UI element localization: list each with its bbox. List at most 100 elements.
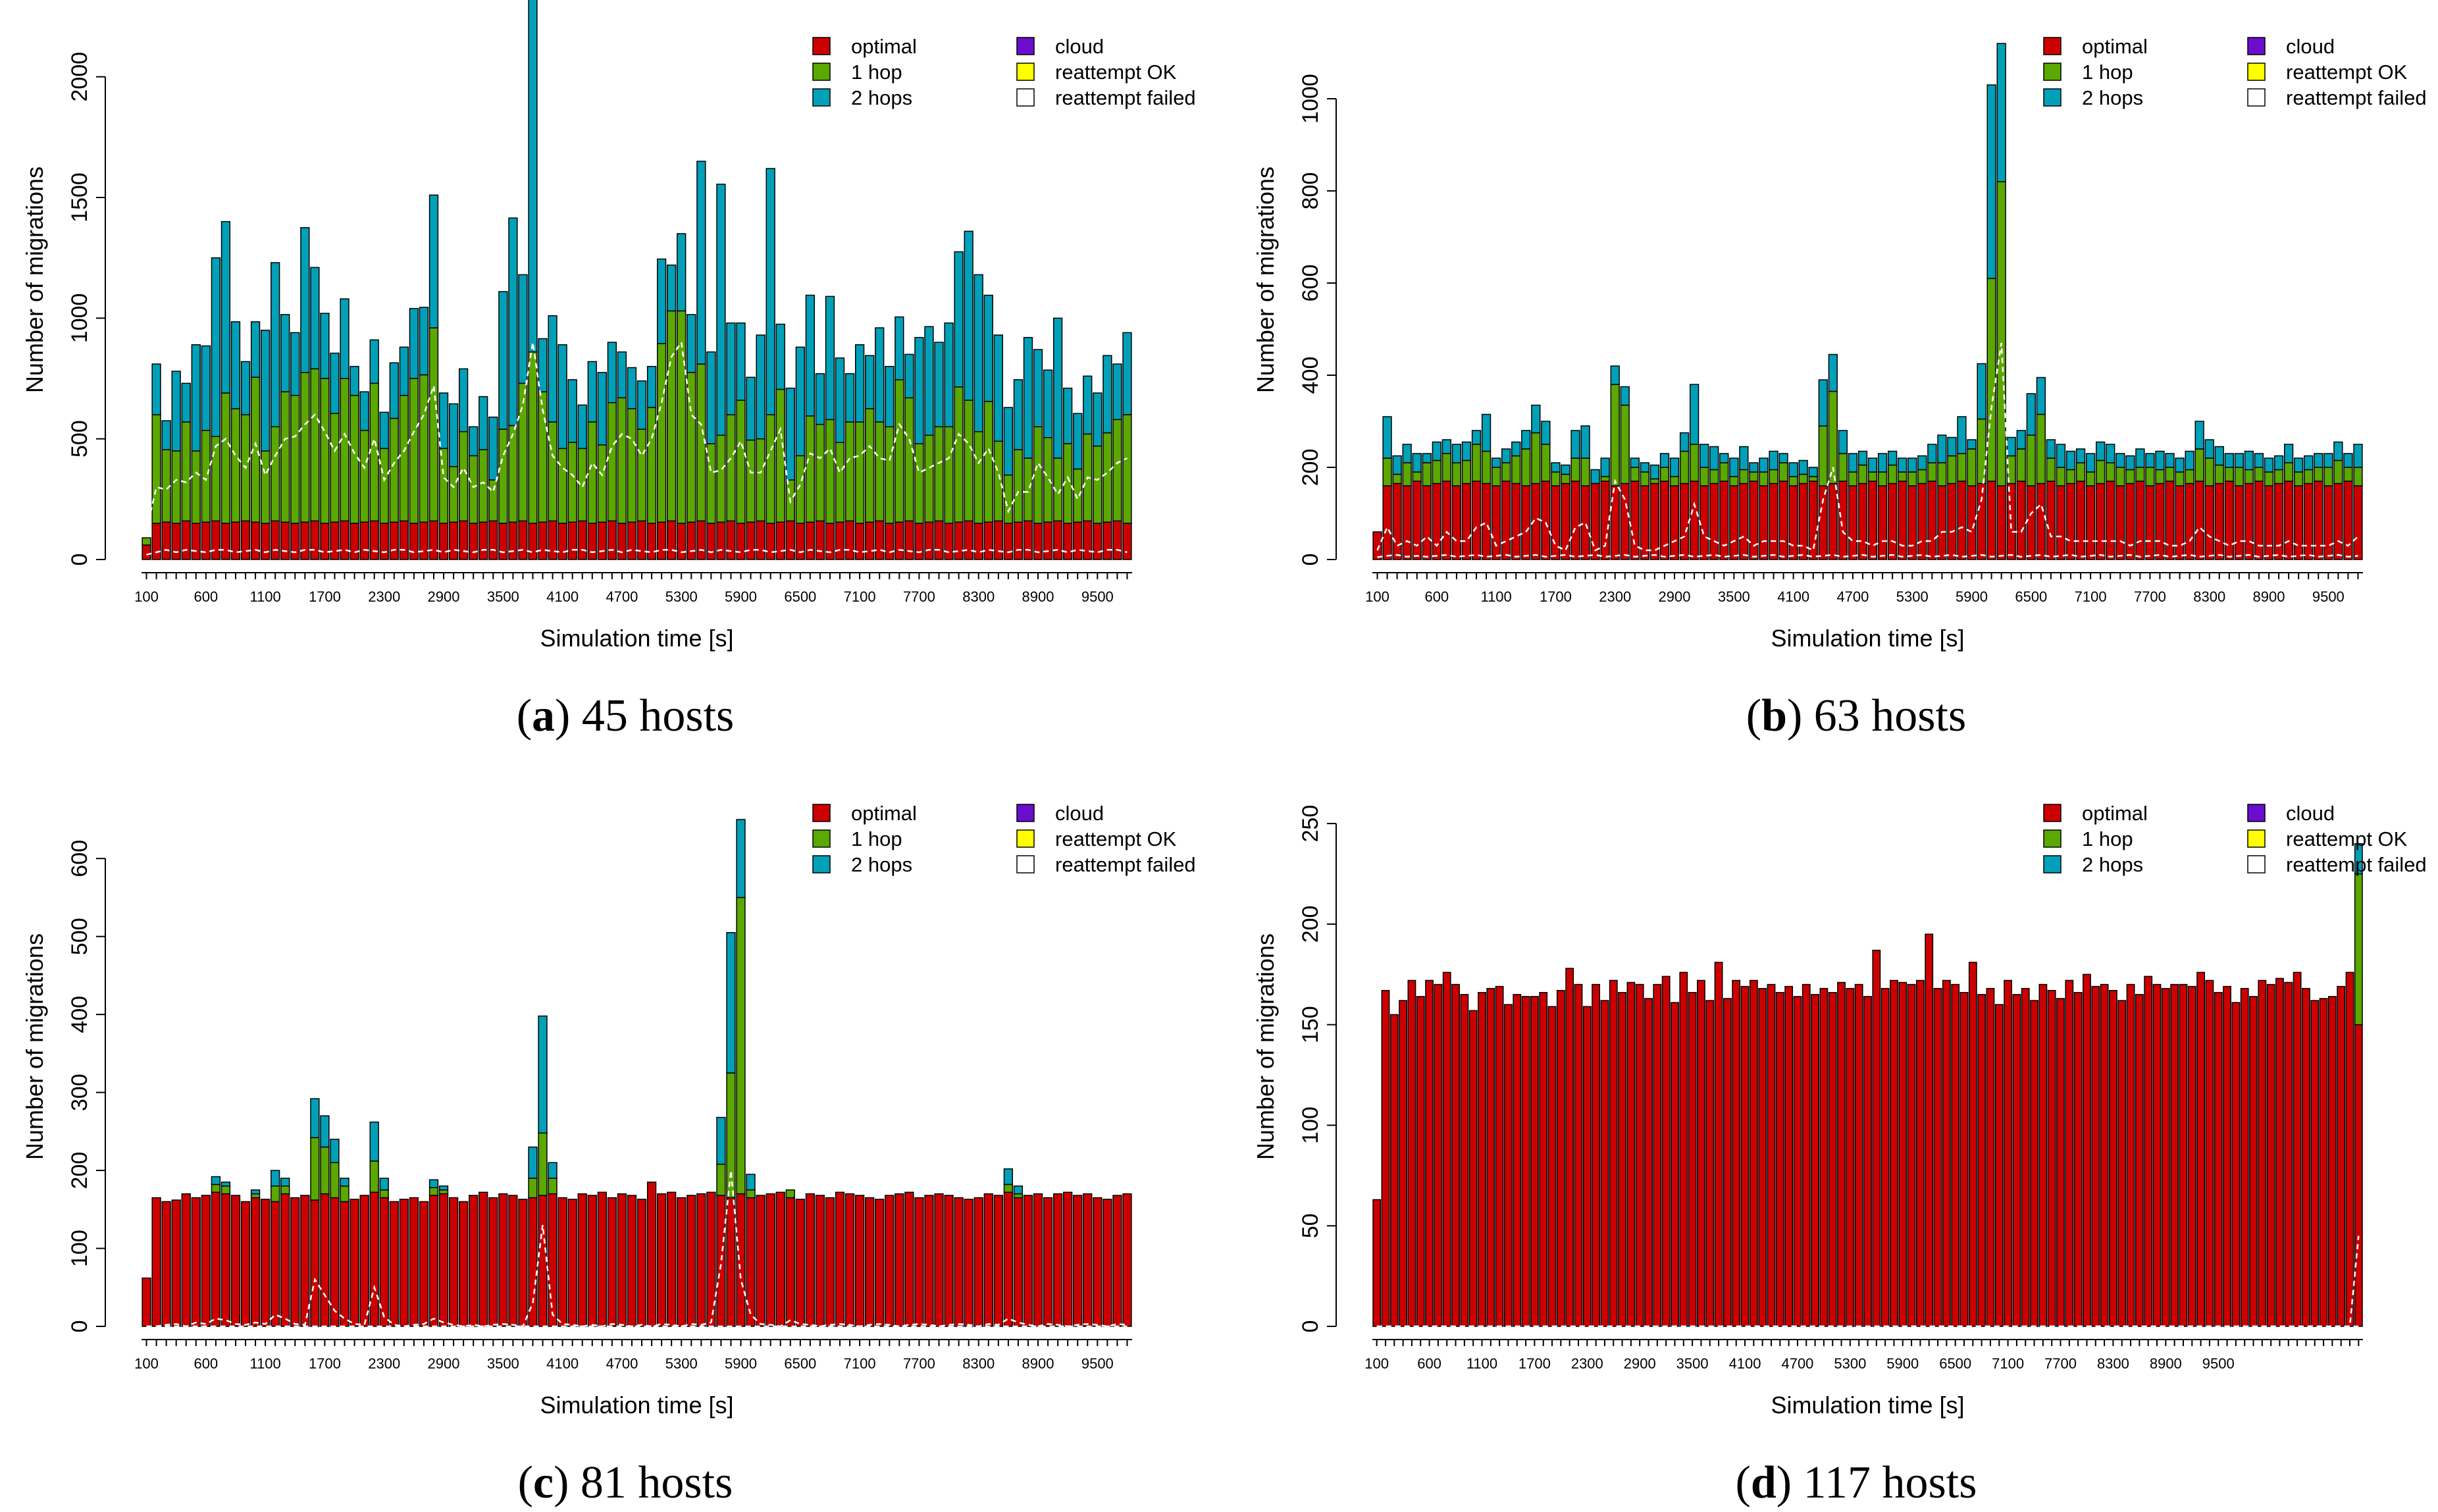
bar-one-hop xyxy=(399,394,409,522)
bar-optimal xyxy=(1513,994,1522,1327)
y-tick-label: 200 xyxy=(67,1152,92,1189)
bar-one-hop xyxy=(2304,469,2314,484)
bar-two-hops xyxy=(1013,379,1024,450)
bar-optimal xyxy=(2056,998,2065,1327)
bar-one-hop xyxy=(1679,450,1690,484)
bar-two-hops xyxy=(934,342,944,428)
legend-swatch-optimal xyxy=(812,37,831,55)
y-tick-label: 1500 xyxy=(67,172,92,222)
bar-optimal xyxy=(340,1201,350,1327)
bar-two-hops xyxy=(260,329,271,452)
bar-two-hops xyxy=(627,367,637,409)
bar-two-hops xyxy=(220,1182,231,1187)
bar-one-hop xyxy=(151,414,161,524)
bar-one-hop xyxy=(191,450,201,524)
y-axis-label: Number of migrations xyxy=(21,933,48,1160)
bar-optimal xyxy=(656,521,667,560)
bar-optimal xyxy=(1828,482,1838,560)
x-tick-label: 4700 xyxy=(1781,1355,1813,1372)
legend-label-cloud: cloud xyxy=(2286,802,2335,825)
bar-two-hops xyxy=(1402,444,1412,463)
bar-optimal xyxy=(2012,994,2021,1327)
bar-optimal xyxy=(191,523,201,560)
bar-optimal xyxy=(2047,989,2056,1327)
bar-one-hop xyxy=(2075,462,2086,482)
bar-optimal xyxy=(2264,485,2274,560)
bar-two-hops xyxy=(1749,462,1759,473)
bar-two-hops xyxy=(785,387,795,481)
bar-one-hop xyxy=(1561,473,1570,484)
bar-two-hops xyxy=(716,1116,726,1165)
bar-optimal xyxy=(954,1197,964,1327)
bar-optimal xyxy=(151,523,161,560)
x-tick-label: 100 xyxy=(1365,588,1389,605)
bar-two-hops xyxy=(746,1174,756,1191)
bar-optimal xyxy=(1102,521,1112,560)
bar-two-hops xyxy=(1709,446,1719,471)
bar-one-hop xyxy=(320,1146,330,1195)
bar-two-hops xyxy=(191,344,201,452)
bar-optimal xyxy=(1994,1004,2004,1327)
bar-two-hops xyxy=(1699,444,1709,468)
bar-optimal xyxy=(1083,1193,1093,1327)
bar-two-hops xyxy=(211,1176,221,1186)
bar-optimal xyxy=(1565,968,1574,1327)
bar-optimal xyxy=(1688,992,1697,1327)
bar-optimal xyxy=(508,521,518,560)
bar-optimal xyxy=(1890,979,1898,1327)
bar-optimal xyxy=(548,520,558,560)
bar-two-hops xyxy=(835,357,845,443)
bar-two-hops xyxy=(558,344,567,450)
bar-two-hops xyxy=(330,1138,340,1163)
bar-one-hop xyxy=(1620,404,1630,484)
x-tick-label: 1100 xyxy=(249,588,280,605)
bar-two-hops xyxy=(577,404,587,450)
bar-optimal xyxy=(359,1195,369,1327)
bar-optimal xyxy=(2283,481,2294,560)
x-tick-label: 9500 xyxy=(2312,588,2345,605)
bar-optimal xyxy=(2294,485,2304,560)
bar-one-hop xyxy=(438,448,449,524)
x-tick-label: 2900 xyxy=(428,588,460,605)
bar-optimal xyxy=(211,1191,221,1327)
legend-label-cloud: cloud xyxy=(2286,35,2335,58)
bar-one-hop xyxy=(2333,459,2343,484)
bar-one-hop xyxy=(1808,476,1818,482)
bar-one-hop xyxy=(181,421,191,522)
bar-one-hop xyxy=(2065,469,2076,484)
bar-two-hops xyxy=(2354,843,2363,875)
bar-optimal xyxy=(1610,485,1620,560)
bar-optimal xyxy=(399,520,409,560)
bar-optimal xyxy=(587,1195,597,1327)
bar-optimal xyxy=(1003,1191,1014,1327)
bar-optimal xyxy=(1705,1000,1715,1327)
bar-optimal xyxy=(2310,1000,2320,1327)
bar-optimal xyxy=(1530,996,1539,1327)
bar-optimal xyxy=(1093,523,1102,560)
bar-two-hops xyxy=(993,334,1003,442)
bar-two-hops xyxy=(1451,444,1462,463)
y-tick-label: 0 xyxy=(1298,1320,1323,1333)
bar-optimal xyxy=(558,523,567,560)
bar-one-hop xyxy=(1461,459,1472,484)
bar-two-hops xyxy=(895,316,904,380)
bar-one-hop xyxy=(1432,459,1441,484)
bar-one-hop xyxy=(2273,469,2284,484)
bar-two-hops xyxy=(1917,455,1927,471)
x-tick-label: 8300 xyxy=(962,1355,995,1372)
bar-optimal xyxy=(1837,981,1846,1327)
bar-optimal xyxy=(1425,979,1434,1327)
bar-optimal xyxy=(2244,482,2254,560)
bar-two-hops xyxy=(696,161,706,365)
bar-optimal xyxy=(2115,485,2125,560)
bar-optimal xyxy=(2293,972,2302,1327)
bar-optimal xyxy=(1699,485,1709,560)
bar-one-hop xyxy=(1947,455,1957,484)
bar-optimal xyxy=(2165,481,2175,560)
x-tick-label: 9500 xyxy=(1081,1355,1114,1372)
bar-two-hops xyxy=(1521,430,1531,450)
bar-two-hops xyxy=(617,351,627,399)
bar-two-hops xyxy=(1907,457,1917,473)
bar-two-hops xyxy=(1112,363,1122,421)
bar-optimal xyxy=(1679,482,1690,560)
